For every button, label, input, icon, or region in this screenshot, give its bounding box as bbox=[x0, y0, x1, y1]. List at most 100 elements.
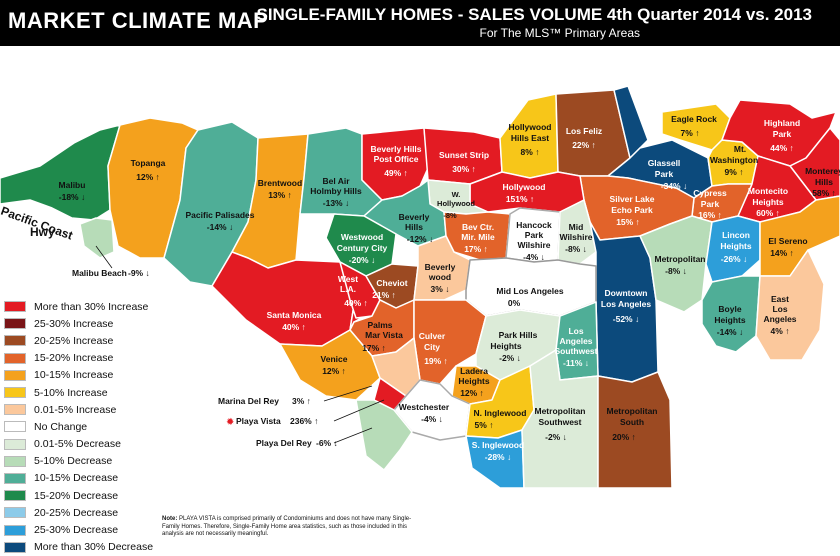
value-midw: -8% ↓ bbox=[565, 244, 587, 254]
legend-label: 15-20% Increase bbox=[34, 352, 114, 365]
value-metropolitan: -8% ↓ bbox=[665, 266, 687, 276]
label-ladera-1: Ladera bbox=[460, 366, 488, 376]
map-title: MARKET CLIMATE MAP bbox=[8, 8, 269, 33]
label-lincoln-2: Heights bbox=[720, 241, 751, 251]
legend-swatch bbox=[4, 472, 26, 484]
legend-item: 15-20% Increase bbox=[4, 350, 174, 367]
legend-swatch bbox=[4, 387, 26, 399]
legend-item: More than 30% Increase bbox=[4, 298, 174, 315]
label-wh-2: Hollywood bbox=[437, 199, 475, 208]
label-hancock-3: Wilshire bbox=[518, 240, 551, 250]
value-parkhills: -2% ↓ bbox=[499, 353, 521, 363]
label-bevctr-1: Bev Ctr. bbox=[462, 222, 494, 232]
label-silver-1: Silver Lake bbox=[610, 194, 655, 204]
label-malibu-beach: Malibu Beach bbox=[72, 268, 127, 278]
legend-label: 15-20% Decrease bbox=[34, 489, 119, 502]
label-sunset-strip: Sunset Strip bbox=[439, 150, 489, 160]
legend-item: 10-15% Decrease bbox=[4, 470, 174, 487]
legend-label: 0.01-5% Decrease bbox=[34, 438, 121, 451]
label-ela-2: Los bbox=[772, 304, 787, 314]
value-venice: 12% ↑ bbox=[322, 366, 346, 376]
label-hollywood: Hollywood bbox=[503, 182, 546, 192]
area-metropolitan[interactable] bbox=[639, 215, 713, 313]
value-downtown: -52% ↓ bbox=[613, 314, 639, 324]
label-ms-1: Metropolitan bbox=[607, 406, 658, 416]
hwy-label-2: Hwy bbox=[30, 225, 55, 239]
legend-label: 5-10% Increase bbox=[34, 386, 108, 399]
value-westla: 40% ↑ bbox=[344, 298, 368, 308]
star-icon: ✹ bbox=[226, 417, 234, 428]
label-hancock-1: Hancock bbox=[516, 220, 552, 230]
label-palms-1: Palms bbox=[367, 320, 392, 330]
area-malibu-beach[interactable] bbox=[79, 217, 115, 259]
value-el-sereno: 14% ↑ bbox=[770, 248, 794, 258]
legend-label: More than 30% Decrease bbox=[34, 541, 154, 554]
legend-item: 20-25% Increase bbox=[4, 332, 174, 349]
legend-item: 20-25% Decrease bbox=[4, 504, 174, 521]
label-westwood-2: Century City bbox=[337, 243, 388, 253]
area-playa-del-rey[interactable] bbox=[355, 399, 413, 471]
label-msw-1: Metropolitan bbox=[535, 406, 586, 416]
label-playa-vista: Playa Vista bbox=[236, 416, 281, 426]
value-hollywood: 151% ↑ bbox=[506, 194, 534, 204]
area-dark-notch[interactable] bbox=[613, 85, 649, 159]
value-playa-vista: 236% ↑ bbox=[290, 416, 318, 426]
area-boyle-heights[interactable] bbox=[701, 275, 761, 353]
label-glassell-1: Glassell bbox=[648, 158, 681, 168]
area-hollywood[interactable] bbox=[469, 171, 585, 213]
label-hancock-2: Park bbox=[525, 230, 544, 240]
label-glassell-2: Park bbox=[655, 169, 674, 179]
label-playa-del-rey: Playa Del Rey bbox=[256, 438, 312, 448]
leader-marina bbox=[323, 385, 373, 402]
legend-swatch bbox=[4, 490, 26, 502]
legend-label: 25-30% Increase bbox=[34, 317, 114, 330]
label-ms-2: South bbox=[620, 417, 644, 427]
value-msw: -2% ↓ bbox=[545, 432, 567, 442]
footnote-bold: Note: bbox=[162, 516, 178, 522]
value-palms: 17% ↑ bbox=[362, 343, 386, 353]
label-venice: Venice bbox=[321, 354, 348, 364]
label-bh-2: Hills bbox=[405, 222, 423, 232]
value-bel-air: -13% ↓ bbox=[323, 198, 349, 208]
value-westwood: -20% ↓ bbox=[349, 255, 375, 265]
legend-label: No Change bbox=[34, 420, 88, 433]
area-westchester[interactable] bbox=[393, 379, 471, 441]
area-el-sereno[interactable] bbox=[759, 195, 840, 277]
label-ladera-2: Heights bbox=[458, 376, 489, 386]
legend-label: More than 30% Increase bbox=[34, 300, 149, 313]
legend-swatch bbox=[4, 421, 26, 433]
label-monterey-2: Hills bbox=[815, 177, 833, 187]
legend-swatch bbox=[4, 301, 26, 313]
label-marina: Marina Del Rey bbox=[218, 396, 279, 406]
label-culver-2: City bbox=[424, 342, 440, 352]
legend: More than 30% Increase 25-30% Increase 2… bbox=[4, 298, 174, 556]
value-bh: -12% ↓ bbox=[407, 234, 433, 244]
area-east-la[interactable] bbox=[755, 249, 825, 361]
area-metro-south[interactable] bbox=[597, 371, 673, 489]
header-bar: MARKET CLIMATE MAP SINGLE-FAMILY HOMES -… bbox=[0, 0, 840, 46]
label-eagle-rock: Eagle Rock bbox=[671, 114, 717, 124]
label-cheviot: Cheviot bbox=[376, 278, 407, 288]
value-topanga: 12% ↑ bbox=[136, 172, 160, 182]
label-brentwood: Brentwood bbox=[258, 178, 302, 188]
value-hancock: -4% ↓ bbox=[523, 252, 545, 262]
label-highland-1: Highland bbox=[764, 118, 800, 128]
label-cypress-2: Park bbox=[701, 199, 720, 209]
area-lincoln-heights[interactable] bbox=[705, 215, 761, 283]
label-westla-1: West bbox=[338, 274, 358, 284]
label-ela-1: East bbox=[771, 294, 789, 304]
legend-swatch bbox=[4, 438, 26, 450]
value-ladera: 12% ↑ bbox=[460, 388, 484, 398]
value-culver: 19% ↑ bbox=[424, 356, 448, 366]
value-wh: -8% bbox=[443, 211, 457, 220]
legend-swatch bbox=[4, 507, 26, 519]
value-lincoln: -26% ↓ bbox=[721, 254, 747, 264]
label-el-sereno: El Sereno bbox=[768, 236, 807, 246]
label-westla-2: L.A. bbox=[340, 284, 356, 294]
label-hhe-1: Hollywood bbox=[509, 122, 552, 132]
label-los-feliz: Los Feliz bbox=[566, 126, 602, 136]
legend-item: 25-30% Decrease bbox=[4, 521, 174, 538]
label-montecito-2: Heights bbox=[752, 197, 783, 207]
label-downtown-2: Los Angeles bbox=[601, 299, 651, 309]
area-malibu[interactable] bbox=[0, 124, 121, 221]
